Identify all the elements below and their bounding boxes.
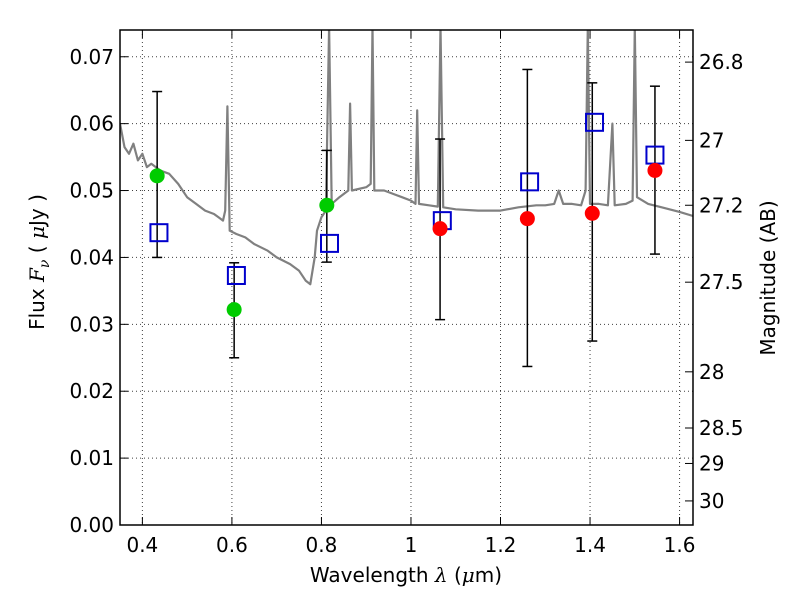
observed-point-marker — [432, 221, 448, 237]
observed-point-marker — [319, 197, 335, 213]
model-square-marker — [320, 233, 340, 253]
observed-point-marker — [584, 205, 600, 221]
model-square-marker — [520, 172, 540, 192]
mag-tick-label: 28 — [699, 360, 724, 384]
mag-tick-label: 27 — [699, 128, 724, 152]
x-tick-label: 0.4 — [126, 533, 158, 557]
y-tick-label: 0.00 — [69, 513, 114, 537]
observed-point-marker — [149, 168, 165, 184]
model-square-marker — [226, 265, 246, 285]
y2-axis-title: Magnitude (AB) — [756, 200, 780, 355]
y-tick-label: 0.06 — [69, 112, 114, 136]
observed-point-marker — [519, 211, 535, 227]
mag-tick-label: 30 — [699, 489, 724, 513]
x-tick-label: 1.2 — [485, 533, 517, 557]
x-tick-label: 0.6 — [216, 533, 248, 557]
x-axis-title: Wavelength λ (μm) — [310, 563, 502, 587]
y-tick-label: 0.01 — [69, 446, 114, 470]
ticks: 0.4 0.6 0.8 1 1.2 1.4 1.6 0.00 0.01 0.02 0.03 0.04 0… — [69, 30, 744, 557]
observed-point-marker — [647, 162, 663, 178]
grid — [120, 30, 693, 526]
y-tick-label: 0.03 — [69, 312, 114, 336]
x-tick-label: 1.6 — [664, 533, 696, 557]
spectrum-line — [120, 30, 693, 286]
plot-area — [120, 30, 693, 368]
x-tick-label: 0.8 — [306, 533, 338, 557]
observed-point-marker — [226, 302, 242, 318]
mag-tick-label: 29 — [699, 451, 724, 475]
x-tick-label: 1 — [405, 533, 418, 557]
y-tick-label: 0.05 — [69, 179, 114, 203]
axes-frame — [119, 29, 694, 526]
model-square-marker — [149, 223, 169, 243]
y-axis-title: Flux Fν ( μJy ) — [25, 194, 53, 330]
y-tick-label: 0.07 — [69, 45, 114, 69]
x-tick-label: 1.4 — [574, 533, 606, 557]
y-tick-label: 0.02 — [69, 379, 114, 403]
mag-tick-label: 27.5 — [699, 270, 744, 294]
mag-tick-label: 28.5 — [699, 416, 744, 440]
mag-tick-label: 27.2 — [699, 193, 744, 217]
model-square-marker — [585, 112, 605, 132]
y-tick-label: 0.04 — [69, 245, 114, 269]
mag-tick-label: 26.8 — [699, 50, 744, 74]
